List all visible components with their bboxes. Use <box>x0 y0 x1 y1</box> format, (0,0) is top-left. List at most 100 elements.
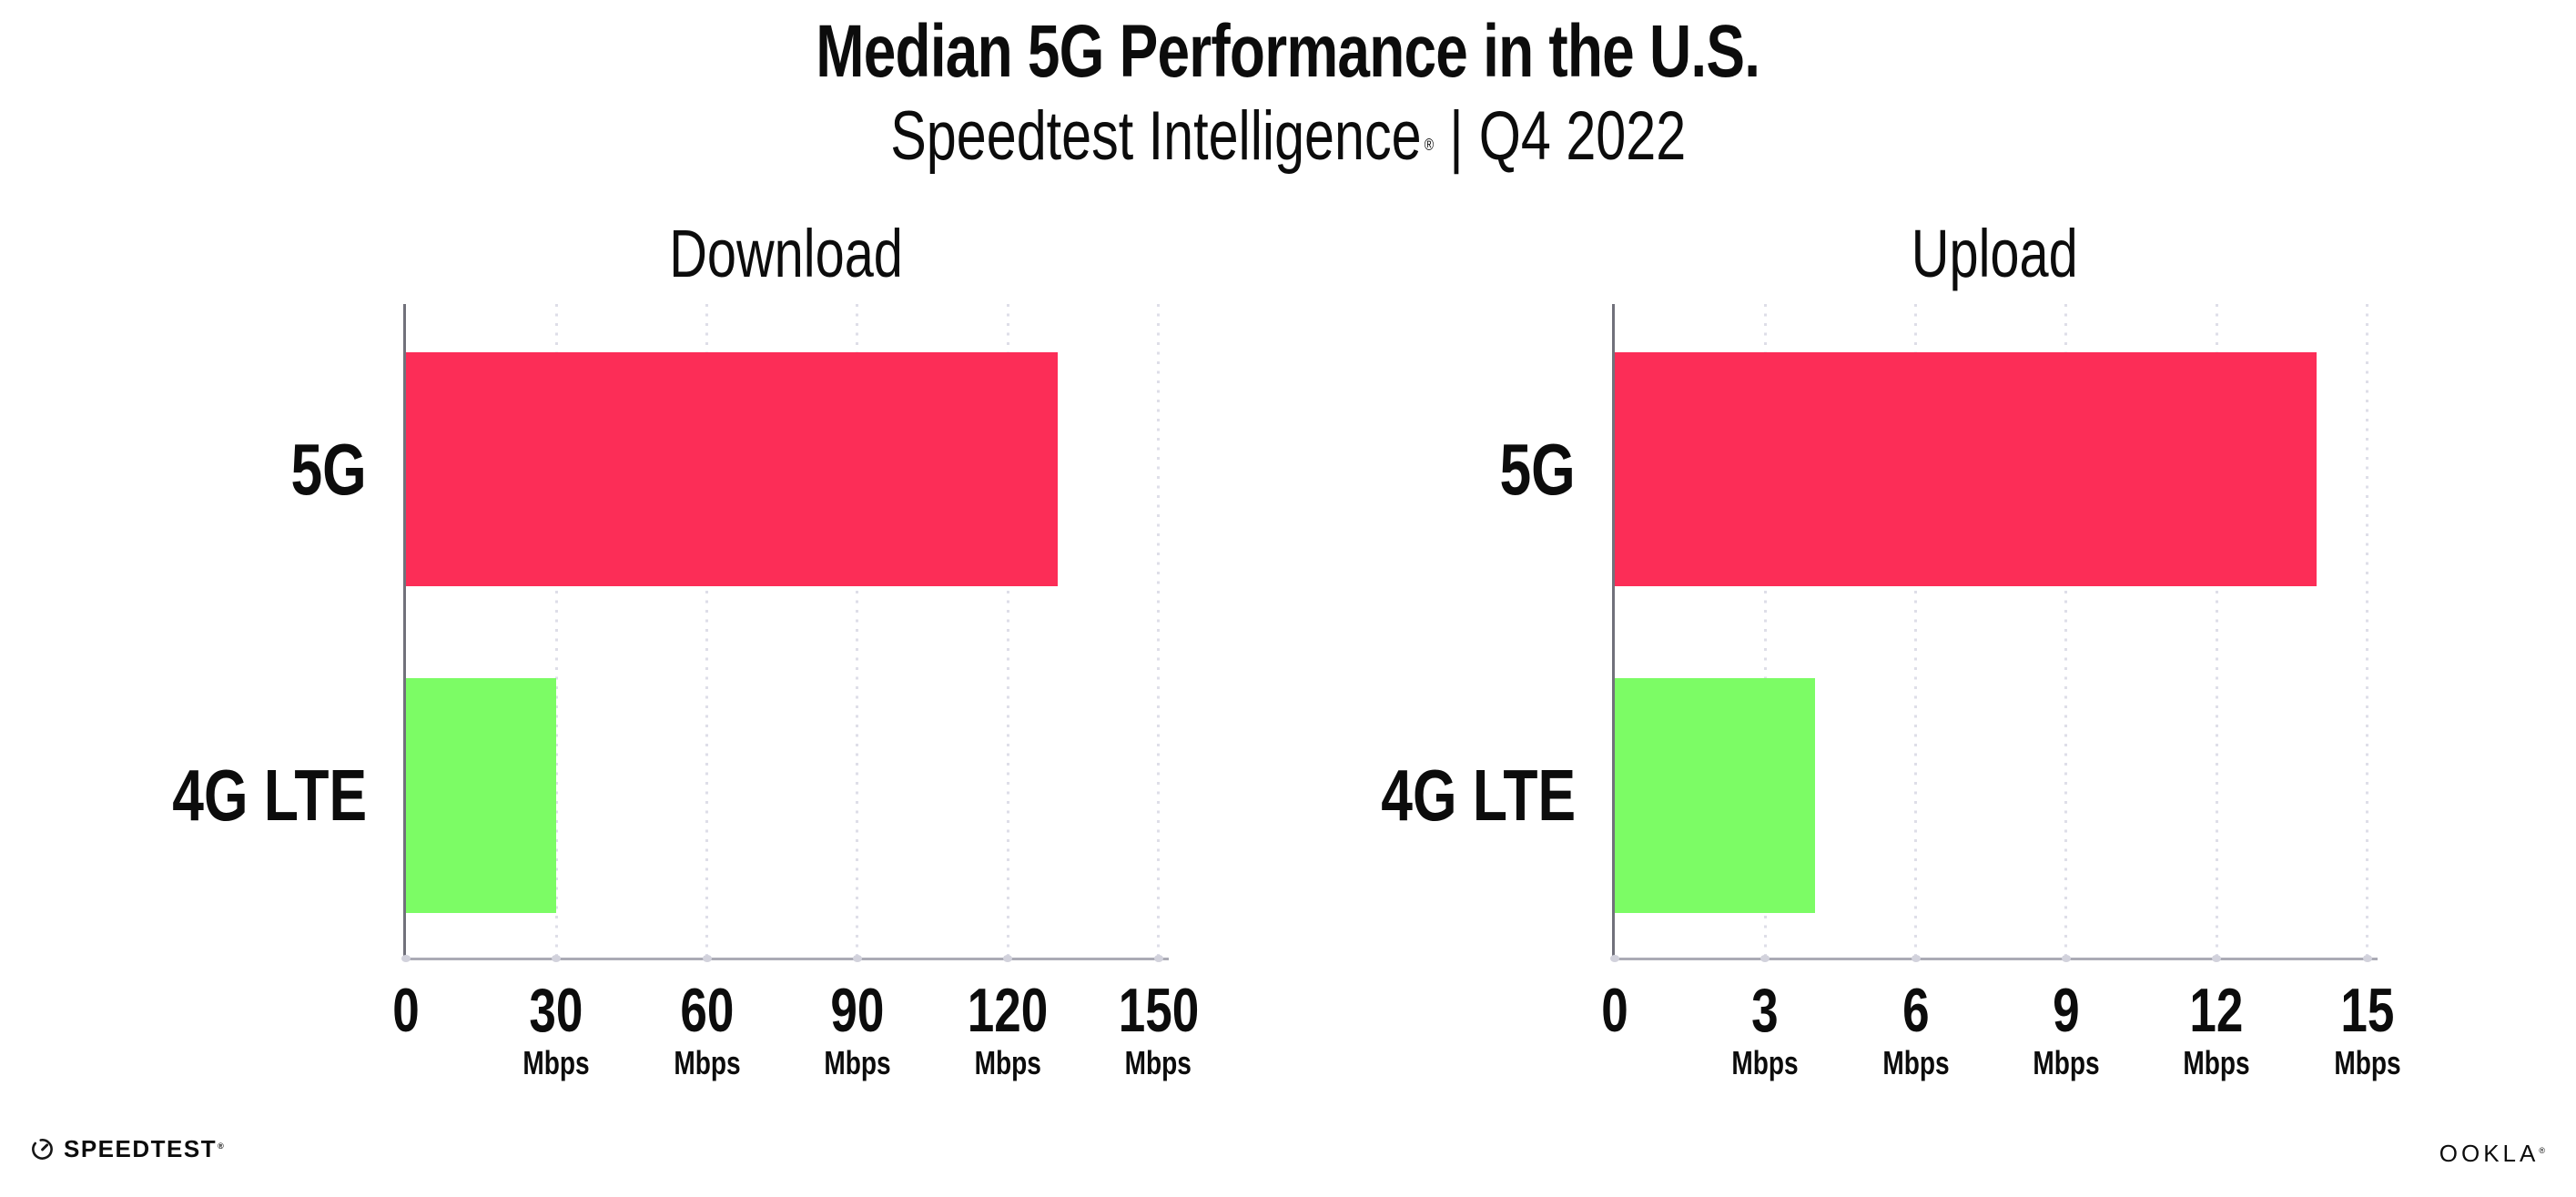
x-tick-unit: Mbps <box>2174 1045 2259 1081</box>
x-tick-label: 12 <box>2174 979 2259 1041</box>
x-tick-label-text: 150 <box>1118 976 1199 1045</box>
x-tick-90: 90 Mbps <box>815 958 900 1081</box>
x-tick-unit-text: Mbps <box>2333 1044 2401 1081</box>
category-label-text: 4G LTE <box>1381 755 1576 836</box>
gridline <box>705 304 709 958</box>
page-title: Median 5G Performance in the U.S. <box>0 15 2576 89</box>
x-tick-unit: Mbps <box>815 1045 900 1081</box>
x-tick-label-text: 60 <box>680 976 735 1045</box>
page-subtitle-text: Speedtest Intelligence ® | Q4 2022 <box>890 102 1686 171</box>
x-tick-label-text: 15 <box>2339 976 2394 1045</box>
x-tick-6: 6 Mbps <box>1873 958 1959 1081</box>
x-tick-unit-text: Mbps <box>522 1044 590 1081</box>
subtitle-separator: | <box>1448 97 1464 175</box>
chart-title: Upload <box>1615 220 2375 288</box>
x-tick-label-text: 12 <box>2189 976 2244 1045</box>
x-tick-60: 60 Mbps <box>664 958 750 1081</box>
x-tick-label-text: 6 <box>1902 976 1930 1045</box>
x-tick-label: 120 <box>956 979 1059 1041</box>
axis-tick-dot <box>2061 955 2071 962</box>
axis-tick-dot <box>1153 955 1163 962</box>
bar-4g-lte <box>1615 678 1815 913</box>
y-axis-spine <box>403 304 406 960</box>
category-label-4g-lte: 4G LTE <box>117 759 367 832</box>
category-label-4g-lte: 4G LTE <box>1326 759 1576 832</box>
x-tick-unit: Mbps <box>513 1045 599 1081</box>
gridline <box>554 304 558 958</box>
page-title-text: Median 5G Performance in the U.S. <box>816 10 1761 93</box>
x-tick-label-text: 9 <box>2053 976 2080 1045</box>
subtitle-period: Q4 2022 <box>1478 97 1686 175</box>
gridline <box>2215 304 2218 958</box>
x-tick-label-text: 120 <box>967 976 1049 1045</box>
ookla-logo: OOKLA® <box>2439 1140 2545 1168</box>
bar-5g <box>406 352 1058 586</box>
ookla-wordmark-text: OOKLA <box>2439 1140 2540 1167</box>
x-tick-unit: Mbps <box>2325 1045 2410 1081</box>
x-tick-label-text: 90 <box>830 976 885 1045</box>
x-tick-label: 90 <box>815 979 900 1041</box>
axis-tick-dot <box>1003 955 1013 962</box>
x-axis-line <box>1612 958 2378 960</box>
plot-area: 5G 4G LTE 0 3 Mbps 6 Mbps 9 Mbps 12 Mbps 15 Mbps <box>1381 304 2400 1080</box>
x-tick-label: 0 <box>389 979 423 1041</box>
x-tick-30: 30 Mbps <box>513 958 599 1081</box>
bar-5g <box>1615 352 2317 586</box>
x-tick-label: 15 <box>2325 979 2410 1041</box>
speedtest-wordmark: SPEEDTEST® <box>64 1135 225 1163</box>
x-tick-label-text: 0 <box>392 976 420 1045</box>
axis-tick-dot <box>1760 955 1770 962</box>
x-tick-label: 150 <box>1107 979 1210 1041</box>
x-tick-unit: Mbps <box>956 1045 1059 1081</box>
axis-tick-dot <box>2362 955 2372 962</box>
x-tick-unit: Mbps <box>1873 1045 1959 1081</box>
gridline <box>1157 304 1160 958</box>
registered-mark: ® <box>1424 136 1434 155</box>
x-tick-label: 6 <box>1873 979 1959 1041</box>
axis-tick-dot <box>1911 955 1921 962</box>
gridline <box>2064 304 2068 958</box>
ookla-registered-mark: ® <box>2539 1146 2545 1155</box>
x-tick-unit-text: Mbps <box>2183 1044 2250 1081</box>
x-tick-label-text: 30 <box>529 976 583 1045</box>
x-tick-3: 3 Mbps <box>1722 958 1808 1081</box>
x-tick-unit: Mbps <box>664 1045 750 1081</box>
chart-title-text: Upload <box>1912 216 2078 291</box>
x-axis-line <box>403 958 1169 960</box>
category-label-text: 5G <box>290 429 367 510</box>
x-tick-15: 15 Mbps <box>2325 958 2410 1081</box>
x-tick-label: 30 <box>513 979 599 1041</box>
x-tick-unit-text: Mbps <box>974 1044 1041 1081</box>
gridline <box>1006 304 1009 958</box>
x-tick-label: 9 <box>2023 979 2109 1041</box>
x-tick-120: 120 Mbps <box>956 958 1059 1081</box>
y-axis-spine <box>1612 304 1615 960</box>
x-tick-unit-text: Mbps <box>1124 1044 1192 1081</box>
gridline <box>1763 304 1767 958</box>
x-tick-0: 0 <box>389 958 423 1041</box>
x-tick-label-text: 0 <box>1601 976 1628 1045</box>
axis-tick-dot <box>702 955 712 962</box>
bar-4g-lte <box>406 678 556 913</box>
speedtest-wordmark-text: SPEEDTEST <box>64 1135 218 1162</box>
speedtest-gauge-icon <box>32 1139 53 1160</box>
gridline <box>2366 304 2368 958</box>
axis-tick-dot <box>1610 955 1619 962</box>
category-label-5g: 5G <box>269 433 367 506</box>
axis-tick-dot <box>2212 955 2222 962</box>
speedtest-logo: SPEEDTEST® <box>30 1135 225 1163</box>
x-tick-unit: Mbps <box>1722 1045 1808 1081</box>
x-tick-label: 3 <box>1722 979 1808 1041</box>
x-tick-label: 60 <box>664 979 750 1041</box>
subtitle-brand: Speedtest Intelligence <box>890 97 1422 175</box>
axis-tick-dot <box>852 955 862 962</box>
x-tick-9: 9 Mbps <box>2023 958 2109 1081</box>
x-tick-unit: Mbps <box>2023 1045 2109 1081</box>
category-label-text: 4G LTE <box>172 755 367 836</box>
x-tick-unit-text: Mbps <box>1731 1044 1799 1081</box>
x-tick-12: 12 Mbps <box>2174 958 2259 1081</box>
x-tick-unit-text: Mbps <box>673 1044 741 1081</box>
axis-tick-dot <box>401 955 411 962</box>
x-tick-label-text: 3 <box>1751 976 1780 1045</box>
